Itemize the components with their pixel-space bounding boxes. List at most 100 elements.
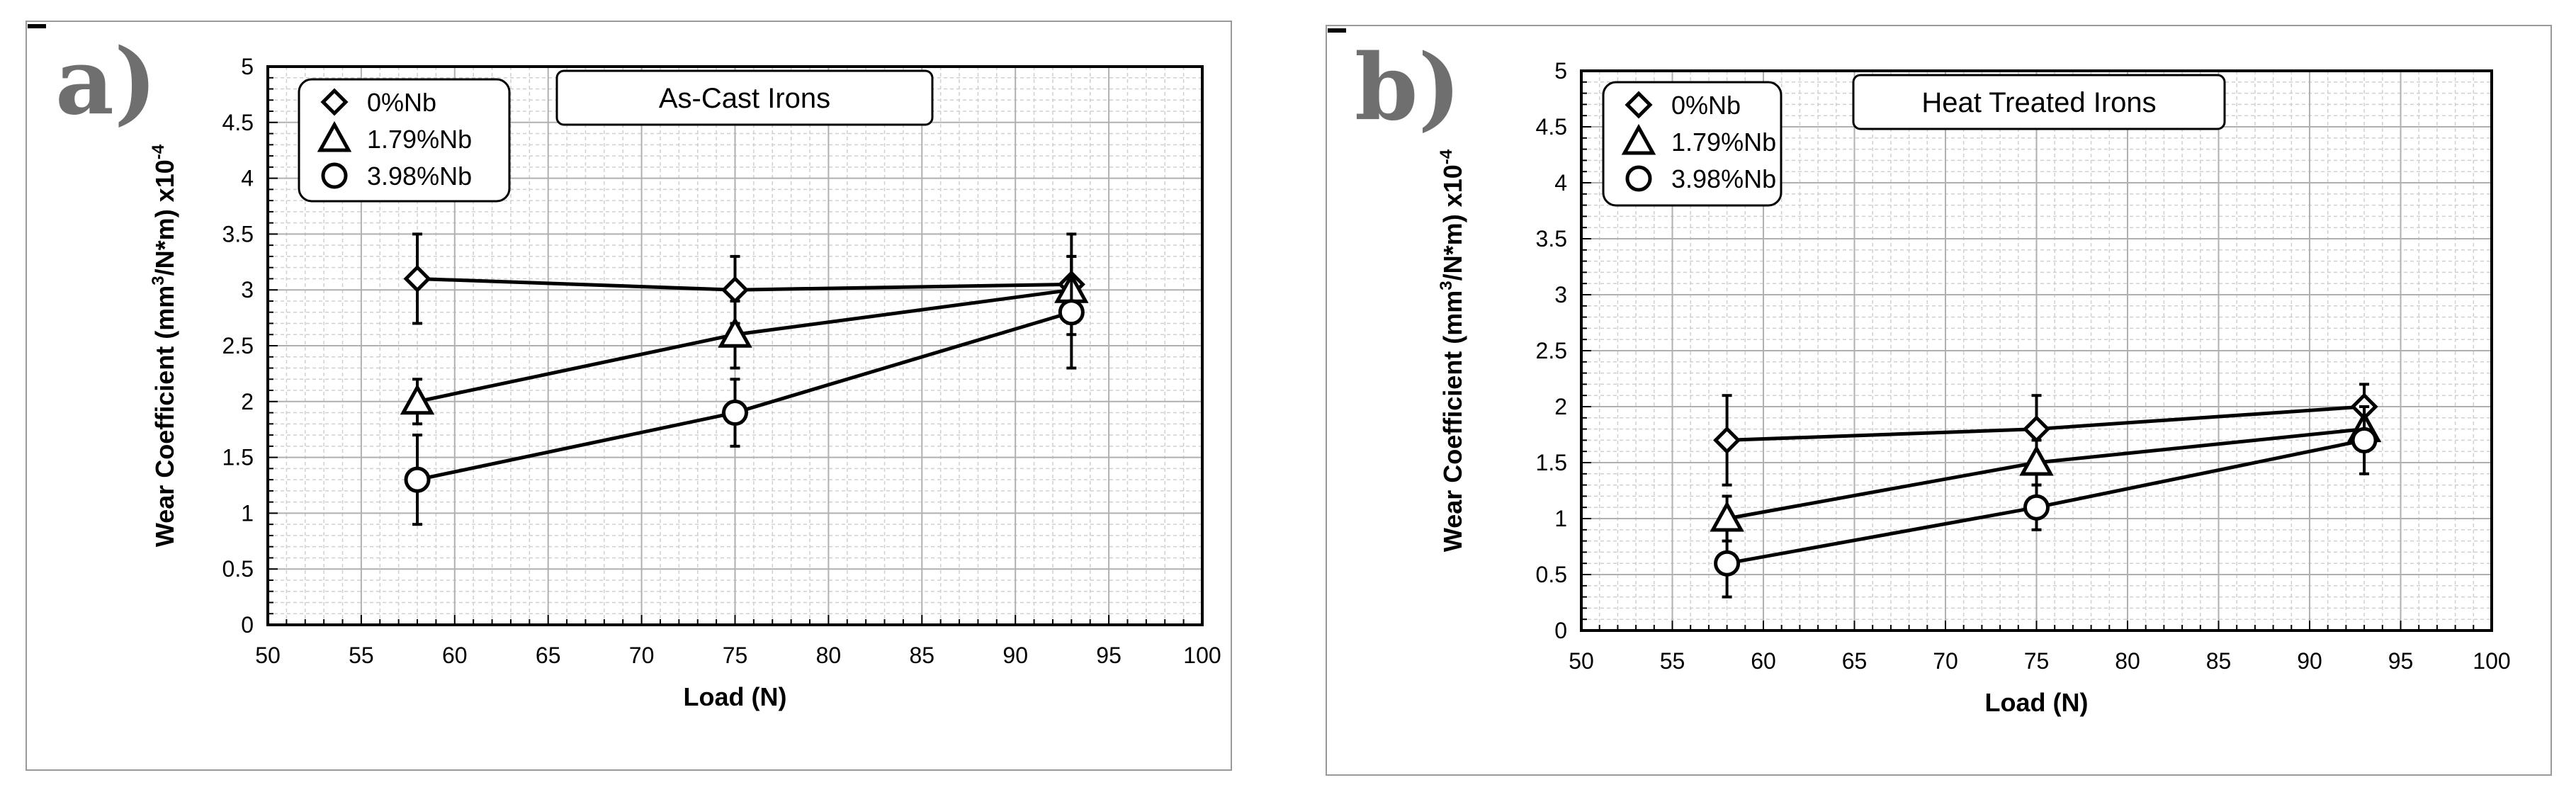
x-tick-label: 70: [1933, 648, 1958, 674]
y-tick-label: 4: [241, 166, 254, 191]
y-tick-label: 0.5: [1536, 562, 1567, 587]
y-axis-label-exp: -4: [1437, 149, 1456, 164]
panel-label: a): [55, 29, 157, 135]
panel-label: b): [1355, 35, 1461, 141]
x-tick-label: 85: [910, 643, 935, 668]
legend-label: 0%Nb: [1671, 91, 1741, 120]
chart-title: As-Cast Irons: [659, 83, 830, 114]
chart-title: Heat Treated Irons: [1921, 87, 2156, 118]
data-point-circle: [722, 400, 748, 426]
y-tick-label: 0: [1554, 618, 1567, 643]
x-tick-label: 55: [1660, 648, 1685, 674]
x-tick-label: 50: [1569, 648, 1594, 674]
y-tick-label: 5: [241, 54, 254, 79]
y-tick-label: 1.5: [1536, 450, 1567, 475]
series-circle: [404, 254, 1085, 526]
corner-mark: [28, 24, 46, 28]
chart-panel-a: a) 50 55 60 65 70 75 80 85 90 95 100 0 0.5 1 1.5 2 2.5 3 3.…: [26, 21, 1232, 771]
data-point-diamond: [1713, 426, 1741, 454]
x-tick-label: 65: [1842, 648, 1868, 674]
data-point-triangle: [400, 383, 435, 415]
data-point-circle: [1714, 550, 1741, 577]
x-tick-label: 85: [2206, 648, 2232, 674]
y-axis-label-text: /N*m) x10: [1438, 164, 1467, 281]
legend-label: 1.79%Nb: [1671, 128, 1776, 157]
y-tick-label: 3: [241, 277, 254, 303]
corner-mark: [1328, 28, 1346, 33]
y-tick-label: 0.5: [222, 556, 254, 582]
legend-label: 1.79%Nb: [367, 125, 472, 154]
x-tick-label: 100: [1183, 643, 1221, 668]
y-tick-label: 1: [1554, 506, 1567, 531]
series-line: [1727, 405, 2365, 442]
x-tick-label: 60: [1751, 648, 1776, 674]
axis-ticks: [267, 66, 1203, 626]
legend-marker-diamond: [320, 88, 349, 116]
legend-marker-triangle: [317, 120, 352, 152]
y-tick-label: 1: [241, 500, 254, 526]
legend-label: 0%Nb: [367, 88, 436, 117]
y-axis-label-text: Wear Coefficient (mm: [1438, 290, 1467, 552]
y-axis-label: Wear Coefficient (mm3/N*m) x10-4: [1437, 149, 1467, 552]
figure-frame: [1326, 25, 2552, 776]
axis-ticks: [1581, 70, 2492, 631]
y-axis-label: Wear Coefficient (mm3/N*m) x10-4: [149, 144, 179, 547]
y-tick-label: 2.5: [1536, 338, 1567, 363]
y-tick-label: 3.5: [222, 221, 254, 247]
x-tick-label: 50: [255, 643, 281, 668]
x-tick-label: 75: [723, 643, 748, 668]
legend: 0%Nb 1.79%Nb 3.98%Nb: [1602, 81, 1783, 207]
legend-marker-triangle: [1621, 123, 1656, 155]
legend-marker-circle: [321, 162, 348, 189]
legend-marker-circle: [1625, 165, 1652, 192]
x-tick-label: 90: [1002, 643, 1028, 668]
series-circle: [1714, 405, 2378, 599]
legend-label: 3.98%Nb: [1671, 164, 1776, 193]
y-axis-label-exp: -4: [149, 144, 168, 159]
y-tick-label: 3: [1554, 282, 1567, 307]
x-tick-label: 95: [1096, 643, 1122, 668]
y-tick-label: 2: [241, 389, 254, 414]
x-tick-label: 80: [816, 643, 842, 668]
x-tick-label: 60: [442, 643, 468, 668]
x-tick-label: 65: [536, 643, 561, 668]
y-tick-label: 4.5: [222, 110, 254, 135]
y-tick-label: 1.5: [222, 445, 254, 470]
y-axis-label-sup: 3: [1437, 281, 1456, 290]
y-tick-label: 0: [241, 612, 254, 638]
x-tick-label: 95: [2388, 648, 2414, 674]
chart-panel-b: b) 50 55 60 65 70 75 80 85 90 95 100 0 0.5 1 1.5 2 2.5 3 3.…: [1326, 25, 2552, 776]
y-tick-label: 2.5: [222, 333, 254, 358]
data-point-diamond: [2022, 415, 2051, 443]
data-point-circle: [2023, 494, 2050, 521]
data-point-diamond: [721, 276, 750, 304]
data-point-circle: [2351, 426, 2378, 453]
figure-frame: [26, 21, 1232, 771]
y-tick-label: 4.5: [1536, 114, 1567, 140]
x-tick-label: 55: [349, 643, 374, 668]
y-axis-label-text: Wear Coefficient (mm: [150, 286, 179, 547]
x-axis-label: Load (N): [1985, 688, 2089, 717]
y-axis-label-sup: 3: [149, 276, 168, 285]
y-tick-label: 5: [1554, 58, 1567, 84]
x-tick-label: 70: [629, 643, 655, 668]
data-point-circle: [1058, 299, 1085, 326]
chart-title-box: [1852, 74, 2226, 130]
data-point-circle: [404, 466, 431, 493]
data-point-triangle: [718, 317, 752, 348]
x-tick-label: 100: [2473, 648, 2510, 674]
y-tick-label: 4: [1554, 170, 1567, 196]
x-axis-label: Load (N): [684, 682, 787, 711]
x-tick-label: 80: [2115, 648, 2140, 674]
data-point-triangle: [2019, 444, 2054, 476]
y-tick-label: 3.5: [1536, 226, 1567, 251]
y-tick-label: 2: [1554, 394, 1567, 419]
legend-marker-diamond: [1625, 91, 1653, 119]
data-point-diamond: [403, 264, 431, 293]
y-axis-label-text: /N*m) x10: [150, 159, 179, 276]
legend-label: 3.98%Nb: [367, 162, 472, 191]
x-tick-label: 75: [2024, 648, 2050, 674]
legend-box: [298, 78, 511, 203]
series-diamond: [403, 232, 1085, 337]
